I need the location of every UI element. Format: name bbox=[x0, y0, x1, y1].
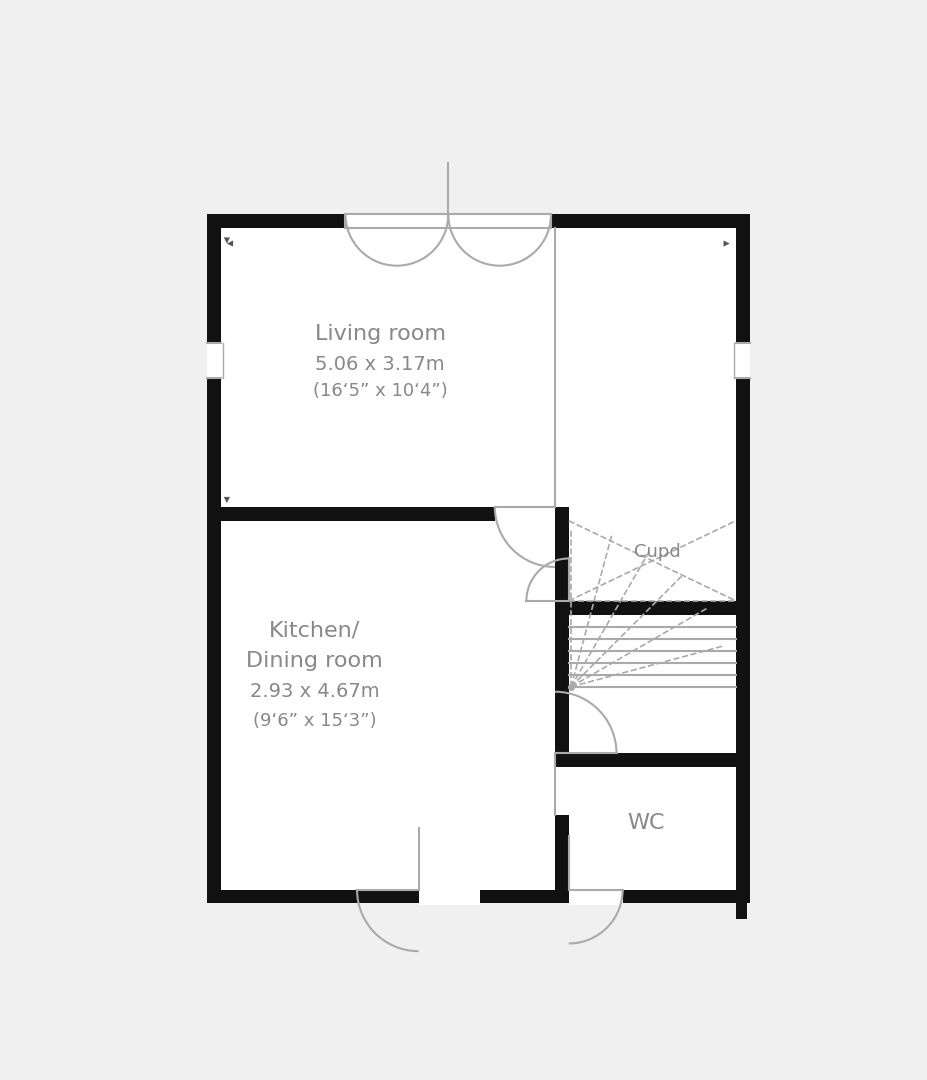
Bar bbox=[735, 343, 749, 378]
Bar bbox=[207, 214, 221, 904]
Text: 5.06 x 3.17m: 5.06 x 3.17m bbox=[315, 355, 444, 374]
Text: Living room: Living room bbox=[314, 324, 445, 343]
Bar bbox=[207, 214, 345, 228]
Text: Dining room: Dining room bbox=[246, 651, 383, 671]
Bar bbox=[554, 615, 568, 754]
Bar bbox=[554, 507, 568, 600]
Bar bbox=[735, 214, 749, 904]
Polygon shape bbox=[226, 241, 233, 246]
Text: (9‘6” x 15‘3”): (9‘6” x 15‘3”) bbox=[252, 712, 376, 730]
Bar bbox=[418, 890, 479, 905]
Bar bbox=[221, 507, 494, 521]
Text: Kitchen/: Kitchen/ bbox=[269, 620, 360, 640]
Bar bbox=[735, 904, 746, 919]
Bar bbox=[568, 890, 622, 905]
Text: Cupd: Cupd bbox=[633, 542, 680, 561]
Bar bbox=[551, 214, 749, 228]
Text: (16‘5” x 10‘4”): (16‘5” x 10‘4”) bbox=[312, 382, 447, 401]
Bar bbox=[207, 343, 221, 378]
Polygon shape bbox=[723, 241, 729, 246]
Bar bbox=[554, 754, 735, 767]
Text: WC: WC bbox=[627, 812, 664, 833]
Bar bbox=[207, 890, 749, 904]
Polygon shape bbox=[223, 497, 230, 503]
Bar bbox=[554, 600, 735, 615]
Bar bbox=[554, 815, 568, 890]
Polygon shape bbox=[223, 238, 230, 244]
Bar bbox=[207, 214, 749, 904]
Text: 2.93 x 4.67m: 2.93 x 4.67m bbox=[249, 683, 379, 701]
